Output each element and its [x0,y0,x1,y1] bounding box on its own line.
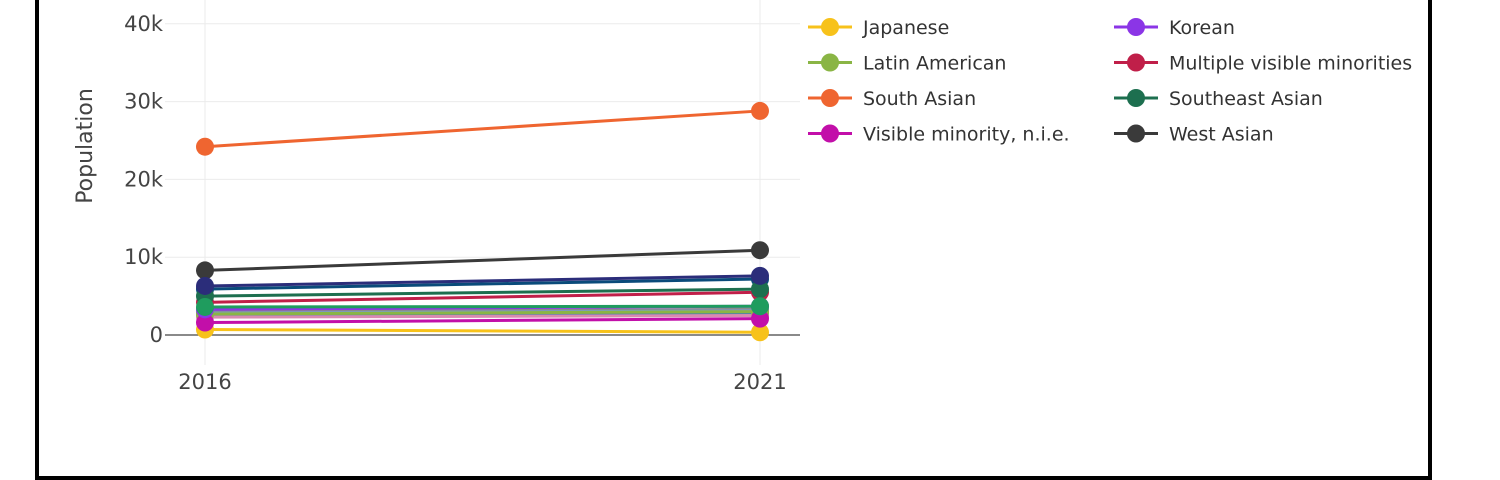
legend-item[interactable]: South Asian [808,88,976,110]
series-line [204,312,761,318]
data-point[interactable] [751,323,769,342]
series-line [204,290,761,304]
legend-label: Latin American [863,53,1006,75]
y-axis-title: Population [73,88,98,204]
series-line [204,304,761,309]
legend-item[interactable]: Korean [1114,17,1235,39]
series [196,309,769,332]
x-axis-ticks: 2016 2021 [178,370,786,394]
legend-label: Visible minority, n.i.e. [863,124,1070,146]
series-line [204,314,761,319]
series-line [204,277,761,291]
legend-item[interactable]: West Asian [1114,124,1274,146]
legend-label: West Asian [1169,124,1274,146]
legend-label: Japanese [862,17,949,39]
y-tick-label: 0 [150,323,163,347]
data-point[interactable] [196,313,214,332]
legend-swatch-marker [1127,124,1145,143]
legend-swatch-marker [821,89,839,107]
legend-item[interactable]: Japanese [808,17,949,39]
series-layer [196,101,769,342]
data-point[interactable] [751,266,769,285]
series [196,297,769,316]
series-line [204,274,761,288]
legend-swatch-marker [1127,53,1145,72]
legend[interactable]: Japanese Latin American South Asian Visible… [808,17,1412,146]
legend-label: Southeast Asian [1169,88,1323,110]
data-point[interactable] [751,309,769,328]
x-tick-label: 2021 [733,370,786,394]
data-point[interactable] [196,261,214,280]
legend-item[interactable]: Southeast Asian [1114,88,1323,110]
y-tick-label: 40k [124,12,164,36]
legend-swatch-marker [821,124,839,143]
legend-item[interactable]: Visible minority, n.i.e. [808,124,1070,146]
legend-swatch-marker [1127,18,1145,36]
y-tick-label: 20k [124,167,164,191]
legend-item[interactable]: Multiple visible minorities [1114,53,1412,75]
chart-frame [35,0,1432,480]
y-axis-ticks: 0 10k 20k 30k 40k [124,12,164,347]
legend-swatch-marker [821,53,839,72]
data-point[interactable] [751,101,769,120]
legend-item[interactable]: Latin American [808,53,1006,75]
series-line [204,109,761,149]
legend-label: Korean [1169,17,1235,39]
series [196,320,769,342]
series-line [204,310,761,316]
series [196,266,769,295]
series [196,101,769,156]
series-line [204,307,761,314]
data-point[interactable] [196,276,214,295]
legend-label: South Asian [863,88,976,110]
series-line [204,248,761,272]
series [196,241,769,280]
y-tick-label: 30k [124,90,164,114]
series-line [204,287,761,298]
series-line [204,328,761,334]
legend-label: Multiple visible minorities [1169,53,1412,75]
y-tick-label: 10k [124,245,164,269]
series-line [204,317,761,325]
legend-swatch-marker [821,18,839,36]
grid-lines [165,0,800,365]
data-point[interactable] [196,297,214,316]
data-point[interactable] [751,280,769,299]
x-tick-label: 2016 [178,370,231,394]
data-point[interactable] [751,241,769,260]
data-point[interactable] [196,137,214,156]
data-point[interactable] [751,297,769,316]
legend-swatch-marker [1127,89,1145,107]
